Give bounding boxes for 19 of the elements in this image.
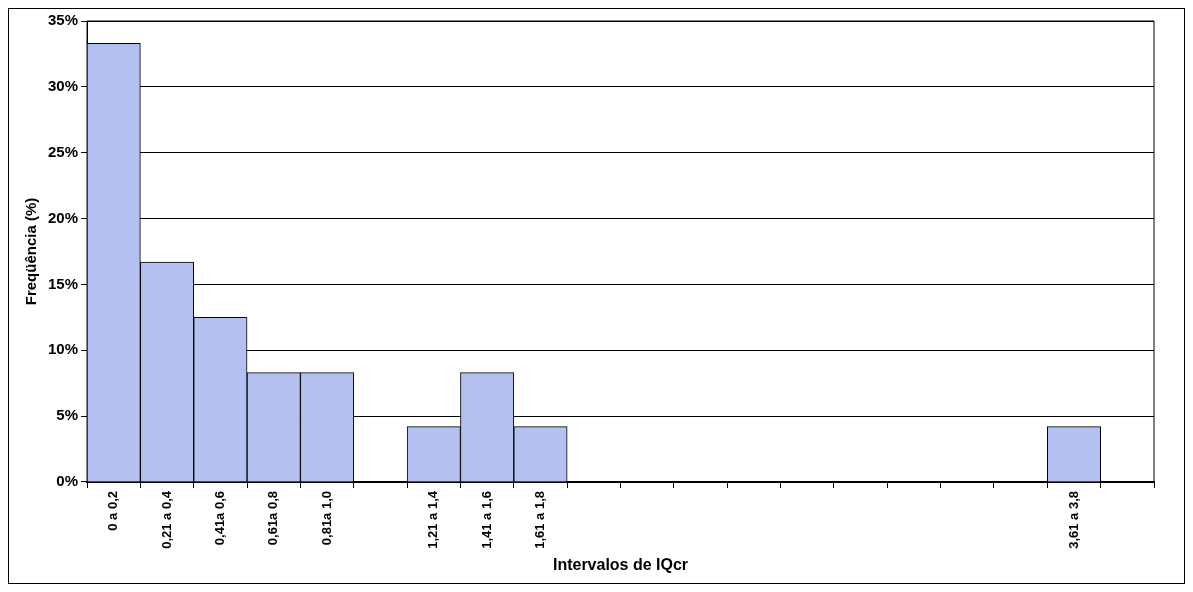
- y-tick-label: 0%: [56, 472, 79, 490]
- x-tick-label: 0,81a 1,0: [318, 490, 334, 546]
- y-tick-label: 35%: [47, 11, 79, 29]
- x-axis-title: Intervalos de IQcr: [552, 555, 689, 573]
- y-tick-label: 15%: [47, 274, 79, 292]
- y-tick-label: 20%: [47, 208, 79, 226]
- x-tick-label: 3,61 a 3,8: [1065, 490, 1081, 549]
- x-tick-label: 0,61a 0,8: [265, 490, 281, 546]
- y-tick-label: 10%: [47, 340, 79, 358]
- x-tick-label: 0,41a 0,6: [211, 490, 227, 546]
- y-tick-label: 25%: [47, 142, 79, 160]
- x-tick-label: 1,41 a 1,6: [478, 490, 494, 549]
- x-tick-label: 1,21 a 1,4: [425, 490, 441, 549]
- x-tick-label: 1,61 a 1,8: [532, 490, 548, 549]
- x-tick-label: 0 a 0,2: [105, 490, 121, 531]
- y-tick-label: 30%: [47, 76, 79, 94]
- y-axis-title: Freqüência (%): [22, 197, 40, 306]
- x-tick-label: 0,21 a 0,4: [158, 490, 174, 549]
- y-tick-label: 5%: [56, 406, 79, 424]
